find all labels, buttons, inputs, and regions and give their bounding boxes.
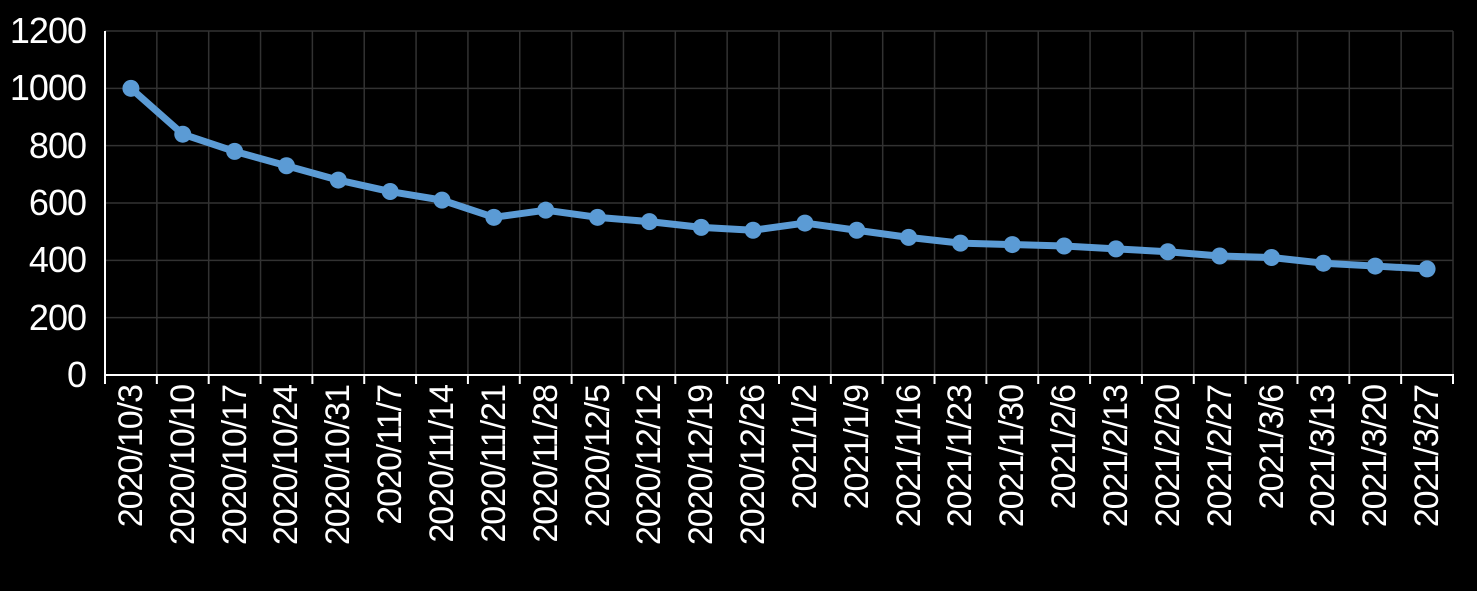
x-axis-tick-label: 2020/11/28	[526, 385, 565, 543]
x-axis-tick-label: 2021/1/30	[992, 385, 1031, 528]
x-axis-tick-label: 2021/2/20	[1148, 385, 1187, 528]
data-point-marker	[1366, 257, 1384, 275]
x-axis-tick-label: 2020/11/7	[370, 385, 409, 525]
data-point-marker	[1055, 237, 1073, 255]
x-axis-tick-label: 2020/10/17	[215, 385, 254, 546]
data-point-marker	[485, 208, 503, 226]
data-point-marker	[1107, 240, 1125, 258]
x-axis-tick-label: 2021/3/6	[1252, 385, 1291, 510]
data-point-marker	[692, 218, 710, 236]
data-point-marker	[951, 234, 969, 252]
data-point-marker	[848, 221, 866, 239]
data-point-marker	[744, 221, 762, 239]
y-axis-tick-label: 400	[28, 239, 87, 281]
data-point-marker	[174, 125, 192, 143]
x-axis-tick-label: 2020/11/14	[422, 385, 461, 543]
x-axis-tick-label: 2021/1/16	[889, 385, 928, 528]
x-axis-tick-label: 2021/3/13	[1303, 385, 1342, 528]
y-axis-tick-label: 1200	[9, 10, 87, 51]
x-axis-tick-label: 2020/12/26	[733, 385, 772, 546]
x-axis-tick-label: 2020/10/24	[266, 385, 305, 546]
data-point-marker	[589, 208, 607, 226]
x-axis-tick-label: 2020/12/12	[629, 385, 668, 546]
x-axis-tick-label: 2020/10/10	[163, 385, 202, 546]
data-point-marker	[900, 228, 918, 246]
data-point-marker	[1159, 243, 1177, 261]
x-axis-tick-label: 2020/10/31	[318, 385, 357, 546]
x-axis-tick-label: 2021/3/27	[1407, 385, 1446, 528]
y-axis-tick-label: 600	[28, 182, 87, 223]
data-series-line	[127, 84, 1431, 273]
data-point-marker	[1211, 247, 1229, 265]
data-point-marker	[277, 157, 295, 175]
x-axis-tick-label: 2021/1/23	[940, 385, 979, 528]
y-axis-tick-label: 800	[28, 124, 87, 166]
data-point-marker	[640, 213, 658, 231]
data-point-marker	[329, 171, 347, 189]
data-point-marker	[381, 183, 399, 201]
y-axis-tick-label: 1000	[9, 67, 87, 109]
x-axis-tick-label: 2020/12/5	[578, 385, 617, 528]
data-point-marker	[537, 201, 555, 219]
data-point-marker	[226, 142, 244, 160]
data-point-marker	[122, 79, 140, 97]
data-point-marker	[433, 191, 451, 209]
x-axis-tick-label: 2021/2/13	[1096, 385, 1135, 528]
x-axis-tick-label: 2021/1/9	[837, 385, 876, 510]
x-axis-tick-label: 2021/2/27	[1200, 385, 1239, 528]
x-axis-tick-label: 2020/10/3	[111, 385, 150, 528]
x-axis-tick-label: 2020/12/19	[681, 385, 720, 546]
data-point-marker	[1263, 248, 1281, 266]
x-axis-tick-label: 2021/1/2	[785, 385, 824, 510]
data-point-marker	[1314, 254, 1332, 272]
x-axis-tick-label: 2021/3/20	[1355, 385, 1394, 528]
x-axis-tick-label: 2020/11/21	[474, 385, 513, 543]
y-axis-tick-label: 0	[66, 354, 87, 395]
x-axis-tick-label: 2021/2/6	[1044, 385, 1083, 510]
y-axis-tick-label: 200	[28, 296, 87, 338]
data-point-marker	[1418, 260, 1436, 278]
data-point-marker	[1003, 236, 1021, 254]
data-point-marker	[796, 214, 814, 232]
